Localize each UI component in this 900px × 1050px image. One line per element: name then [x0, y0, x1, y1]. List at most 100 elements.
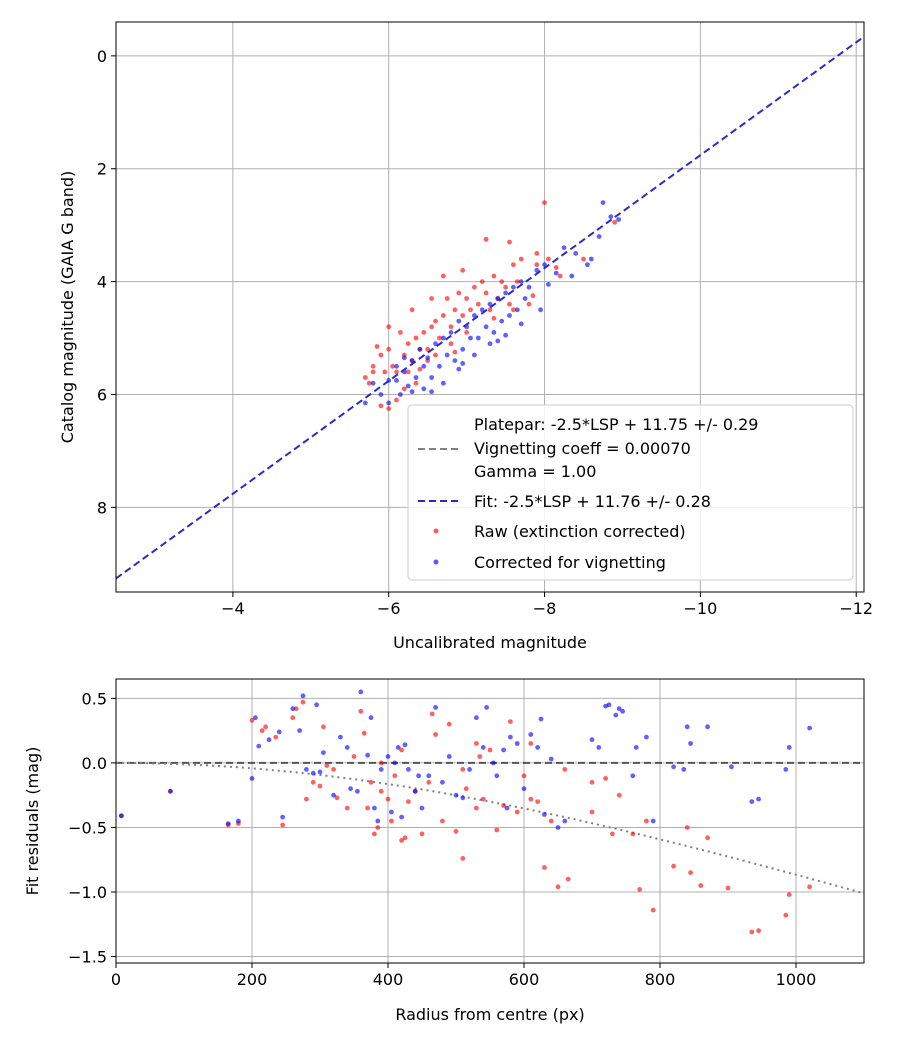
y-tick-label: 8 [97, 498, 107, 517]
corrected-data-point [370, 380, 376, 386]
corrected-data-point [514, 741, 520, 746]
raw-data-point [321, 724, 326, 730]
raw-data-point [616, 792, 622, 798]
raw-data-point [494, 827, 500, 833]
raw-data-point [562, 767, 568, 772]
corrected-data-point [503, 290, 508, 296]
raw-data-point [474, 741, 479, 746]
corrected-data-point [290, 706, 296, 712]
corrected-data-point [368, 715, 374, 721]
x-tick-label: 400 [373, 970, 404, 989]
corrected-data-point [402, 742, 408, 748]
raw-data-point [474, 805, 479, 811]
corrected-data-point [440, 779, 445, 785]
corrected-data-point [317, 769, 323, 775]
raw-data-point [406, 799, 411, 804]
corrected-data-point [589, 737, 595, 743]
corrected-data-point [314, 702, 319, 708]
corrected-data-point [756, 796, 761, 802]
raw-data-point [453, 828, 459, 834]
corrected-data-point [542, 812, 547, 817]
x-tick-label: −8 [533, 599, 557, 618]
raw-data-point [429, 324, 434, 330]
corrected-data-point [225, 821, 231, 826]
raw-data-point [507, 301, 512, 307]
corrected-data-point [386, 400, 392, 406]
corrected-data-point [456, 366, 462, 372]
raw-data-point [382, 369, 388, 375]
y-tick-label: 0.5 [82, 689, 107, 708]
raw-data-point [413, 380, 419, 386]
x-tick-label: −10 [683, 599, 717, 618]
raw-data-point [351, 754, 357, 759]
raw-data-point [491, 273, 497, 279]
bottom-plot-panel: 0 200 400 600 800 1000 −1.5 −1.0 −0.5 0.0 0.5 Radi… [23, 678, 865, 1024]
x-tick-label: −12 [839, 599, 873, 618]
bottom-plot-content [116, 689, 864, 935]
raw-data-point [688, 870, 693, 875]
raw-data-point [249, 717, 255, 723]
corrected-data-point [300, 693, 306, 699]
corrected-data-point [749, 799, 755, 804]
raw-data-point [483, 236, 489, 242]
raw-data-point [448, 324, 454, 330]
raw-data-point [534, 251, 540, 256]
raw-data-point [644, 818, 649, 824]
raw-data-point [589, 809, 595, 815]
corrected-data-point [518, 321, 524, 327]
corrected-data-point [433, 705, 438, 710]
raw-data-point [501, 803, 506, 808]
corrected-data-point [429, 389, 434, 395]
bottom-ylabel: Fit residuals (mag) [23, 747, 42, 896]
raw-data-point [372, 831, 377, 837]
raw-data-point [361, 730, 367, 736]
raw-data-point [259, 728, 265, 733]
raw-data-point [421, 330, 427, 335]
corrected-data-point [514, 307, 520, 313]
raw-data-point [273, 734, 279, 740]
raw-data-point [440, 273, 446, 279]
x-tick-label: −6 [377, 599, 401, 618]
corrected-data-point [425, 355, 431, 361]
raw-data-point [402, 835, 408, 841]
corrected-data-point [705, 724, 710, 730]
raw-data-point [448, 341, 454, 347]
raw-data-point [331, 767, 336, 772]
raw-data-point [698, 883, 704, 888]
corrected-data-point [236, 818, 241, 824]
raw-data-point [444, 296, 450, 301]
raw-data-point [511, 307, 516, 313]
raw-data-point [671, 863, 676, 869]
raw-data-point [405, 369, 411, 375]
raw-data-point [555, 884, 561, 890]
raw-data-point [394, 397, 399, 403]
corrected-data-point [562, 818, 568, 824]
legend-marker-raw [433, 528, 439, 534]
raw-data-point [425, 346, 431, 352]
raw-data-point [460, 856, 466, 861]
corrected-data-point [444, 352, 450, 358]
y-tick-label: 0 [97, 47, 107, 66]
corrected-data-point [448, 330, 454, 335]
raw-data-point [530, 293, 536, 299]
corrected-data-point [421, 386, 427, 392]
raw-data-point [508, 719, 513, 724]
raw-data-point [612, 219, 618, 225]
corrected-data-point [495, 338, 501, 344]
raw-data-point [446, 721, 452, 727]
raw-data-point [368, 779, 374, 785]
corrected-data-point [620, 708, 625, 714]
corrected-data-point [474, 715, 479, 721]
raw-data-point [503, 284, 508, 290]
corrected-data-point [494, 773, 500, 779]
raw-data-point [375, 825, 381, 830]
raw-data-point [528, 741, 534, 746]
corrected-data-point [437, 363, 442, 369]
top-plot-panel: −4 −6 −8 −10 −12 0 2 4 6 8 Uncalibrated magnitude… [58, 21, 873, 652]
raw-data-point [433, 732, 438, 737]
corrected-data-point [331, 792, 336, 798]
raw-data-point [399, 838, 404, 843]
corrected-data-point [344, 745, 350, 750]
x-tick-label: 600 [509, 970, 540, 989]
